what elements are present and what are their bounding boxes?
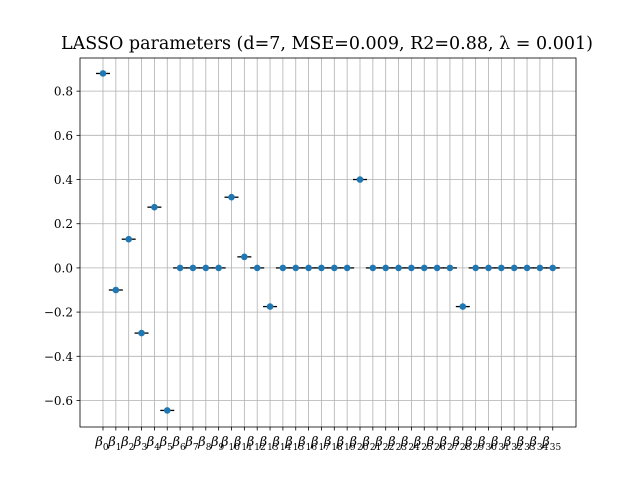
coefficient-point [523, 264, 531, 272]
coefficient-point [163, 407, 171, 414]
data-points [96, 70, 560, 414]
coefficient-point [343, 264, 351, 272]
coefficient-point [331, 264, 338, 272]
coefficient-point [266, 303, 274, 310]
coefficient-point [356, 176, 364, 183]
x-tick-label: β33 [516, 435, 536, 453]
coefficient-point [536, 264, 544, 272]
coefficient-point [408, 264, 415, 272]
y-tick-label: −0.6 [44, 394, 73, 408]
coefficient-point [485, 264, 492, 272]
y-tick-label: −0.4 [44, 350, 74, 364]
chart-title: LASSO parameters (d=7, MSE=0.009, R2=0.8… [61, 34, 593, 54]
x-tick-label: β26 [426, 435, 446, 453]
x-tick-label: β19 [336, 435, 356, 453]
x-tick-label: β0 [94, 435, 109, 453]
y-tick-label: 0.2 [54, 217, 73, 231]
x-tick-label: β24 [400, 435, 420, 453]
coefficient-point [446, 264, 454, 272]
coefficient-point [498, 264, 505, 272]
x-tick-label: β23 [387, 435, 407, 453]
x-tick-label: β6 [171, 435, 186, 453]
x-tick-label: β9 [210, 435, 225, 453]
coefficient-point [228, 193, 235, 201]
x-tick-label: β14 [271, 435, 291, 453]
x-tick-label: β12 [246, 435, 266, 453]
coefficient-point [459, 303, 467, 310]
x-tick-label: β17 [310, 435, 330, 453]
coefficient-point [176, 264, 184, 272]
y-tick-label: 0.0 [54, 261, 73, 275]
coefficient-point [112, 286, 120, 294]
coefficient-point [369, 264, 377, 272]
plot-frame [79, 57, 577, 428]
grid-lines [80, 58, 576, 427]
x-tick-label: β22 [374, 435, 394, 453]
coefficient-point [215, 264, 222, 272]
y-tick-label: −0.2 [44, 306, 73, 320]
coefficient-point [549, 264, 557, 272]
coefficient-point [138, 329, 145, 337]
x-tick-label: β10 [220, 435, 240, 453]
coefficient-point [318, 264, 325, 272]
x-tick-label: β35 [541, 435, 561, 453]
coefficient-point [305, 264, 312, 272]
y-tick-label: 0.8 [54, 85, 73, 99]
x-tick-label: β29 [464, 435, 484, 453]
x-tick-label: β11 [233, 435, 253, 453]
x-tick-label: β3 [133, 435, 148, 453]
x-tick-label: β31 [490, 435, 510, 453]
x-tick-label: β16 [297, 435, 317, 453]
x-tick-label: β7 [184, 435, 199, 453]
coefficient-point [151, 203, 158, 211]
x-tick-label: β1 [107, 435, 121, 453]
x-tick-label: β30 [477, 435, 497, 453]
coefficient-point [510, 264, 518, 272]
x-tick-label: β5 [159, 435, 174, 453]
coefficient-point [99, 70, 107, 77]
coefficient-point [292, 264, 300, 272]
coefficient-point [253, 264, 261, 272]
x-tick-label: β15 [284, 435, 304, 453]
x-tick-label: β13 [259, 435, 279, 453]
coefficient-point [279, 264, 287, 272]
coefficient-point [420, 264, 428, 272]
coefficient-point [395, 264, 402, 272]
coefficient-point [433, 264, 441, 272]
x-tick-label: β28 [451, 435, 471, 453]
axis-ticks: −0.6−0.4−0.20.00.20.40.60.8β0 β1 β2 β3 β4 β5 β… [44, 85, 562, 453]
x-tick-label: β2 [120, 435, 134, 453]
x-tick-label: β34 [528, 435, 548, 453]
x-tick-label: β18 [323, 435, 343, 453]
y-tick-label: 0.6 [54, 129, 73, 143]
x-tick-label: β21 [361, 435, 381, 453]
coefficient-point [189, 264, 197, 272]
coefficient-point [382, 264, 390, 272]
x-tick-label: β4 [146, 435, 161, 453]
coefficient-point [472, 264, 479, 272]
coefficient-point [125, 235, 132, 243]
x-tick-label: β20 [349, 435, 369, 453]
y-tick-label: 0.4 [54, 173, 73, 187]
x-tick-label: β25 [413, 435, 433, 453]
coefficient-point [241, 253, 248, 261]
x-tick-label: β27 [438, 435, 458, 453]
coefficient-point [202, 264, 210, 272]
x-tick-label: β8 [197, 435, 212, 453]
x-tick-label: β32 [503, 435, 523, 453]
